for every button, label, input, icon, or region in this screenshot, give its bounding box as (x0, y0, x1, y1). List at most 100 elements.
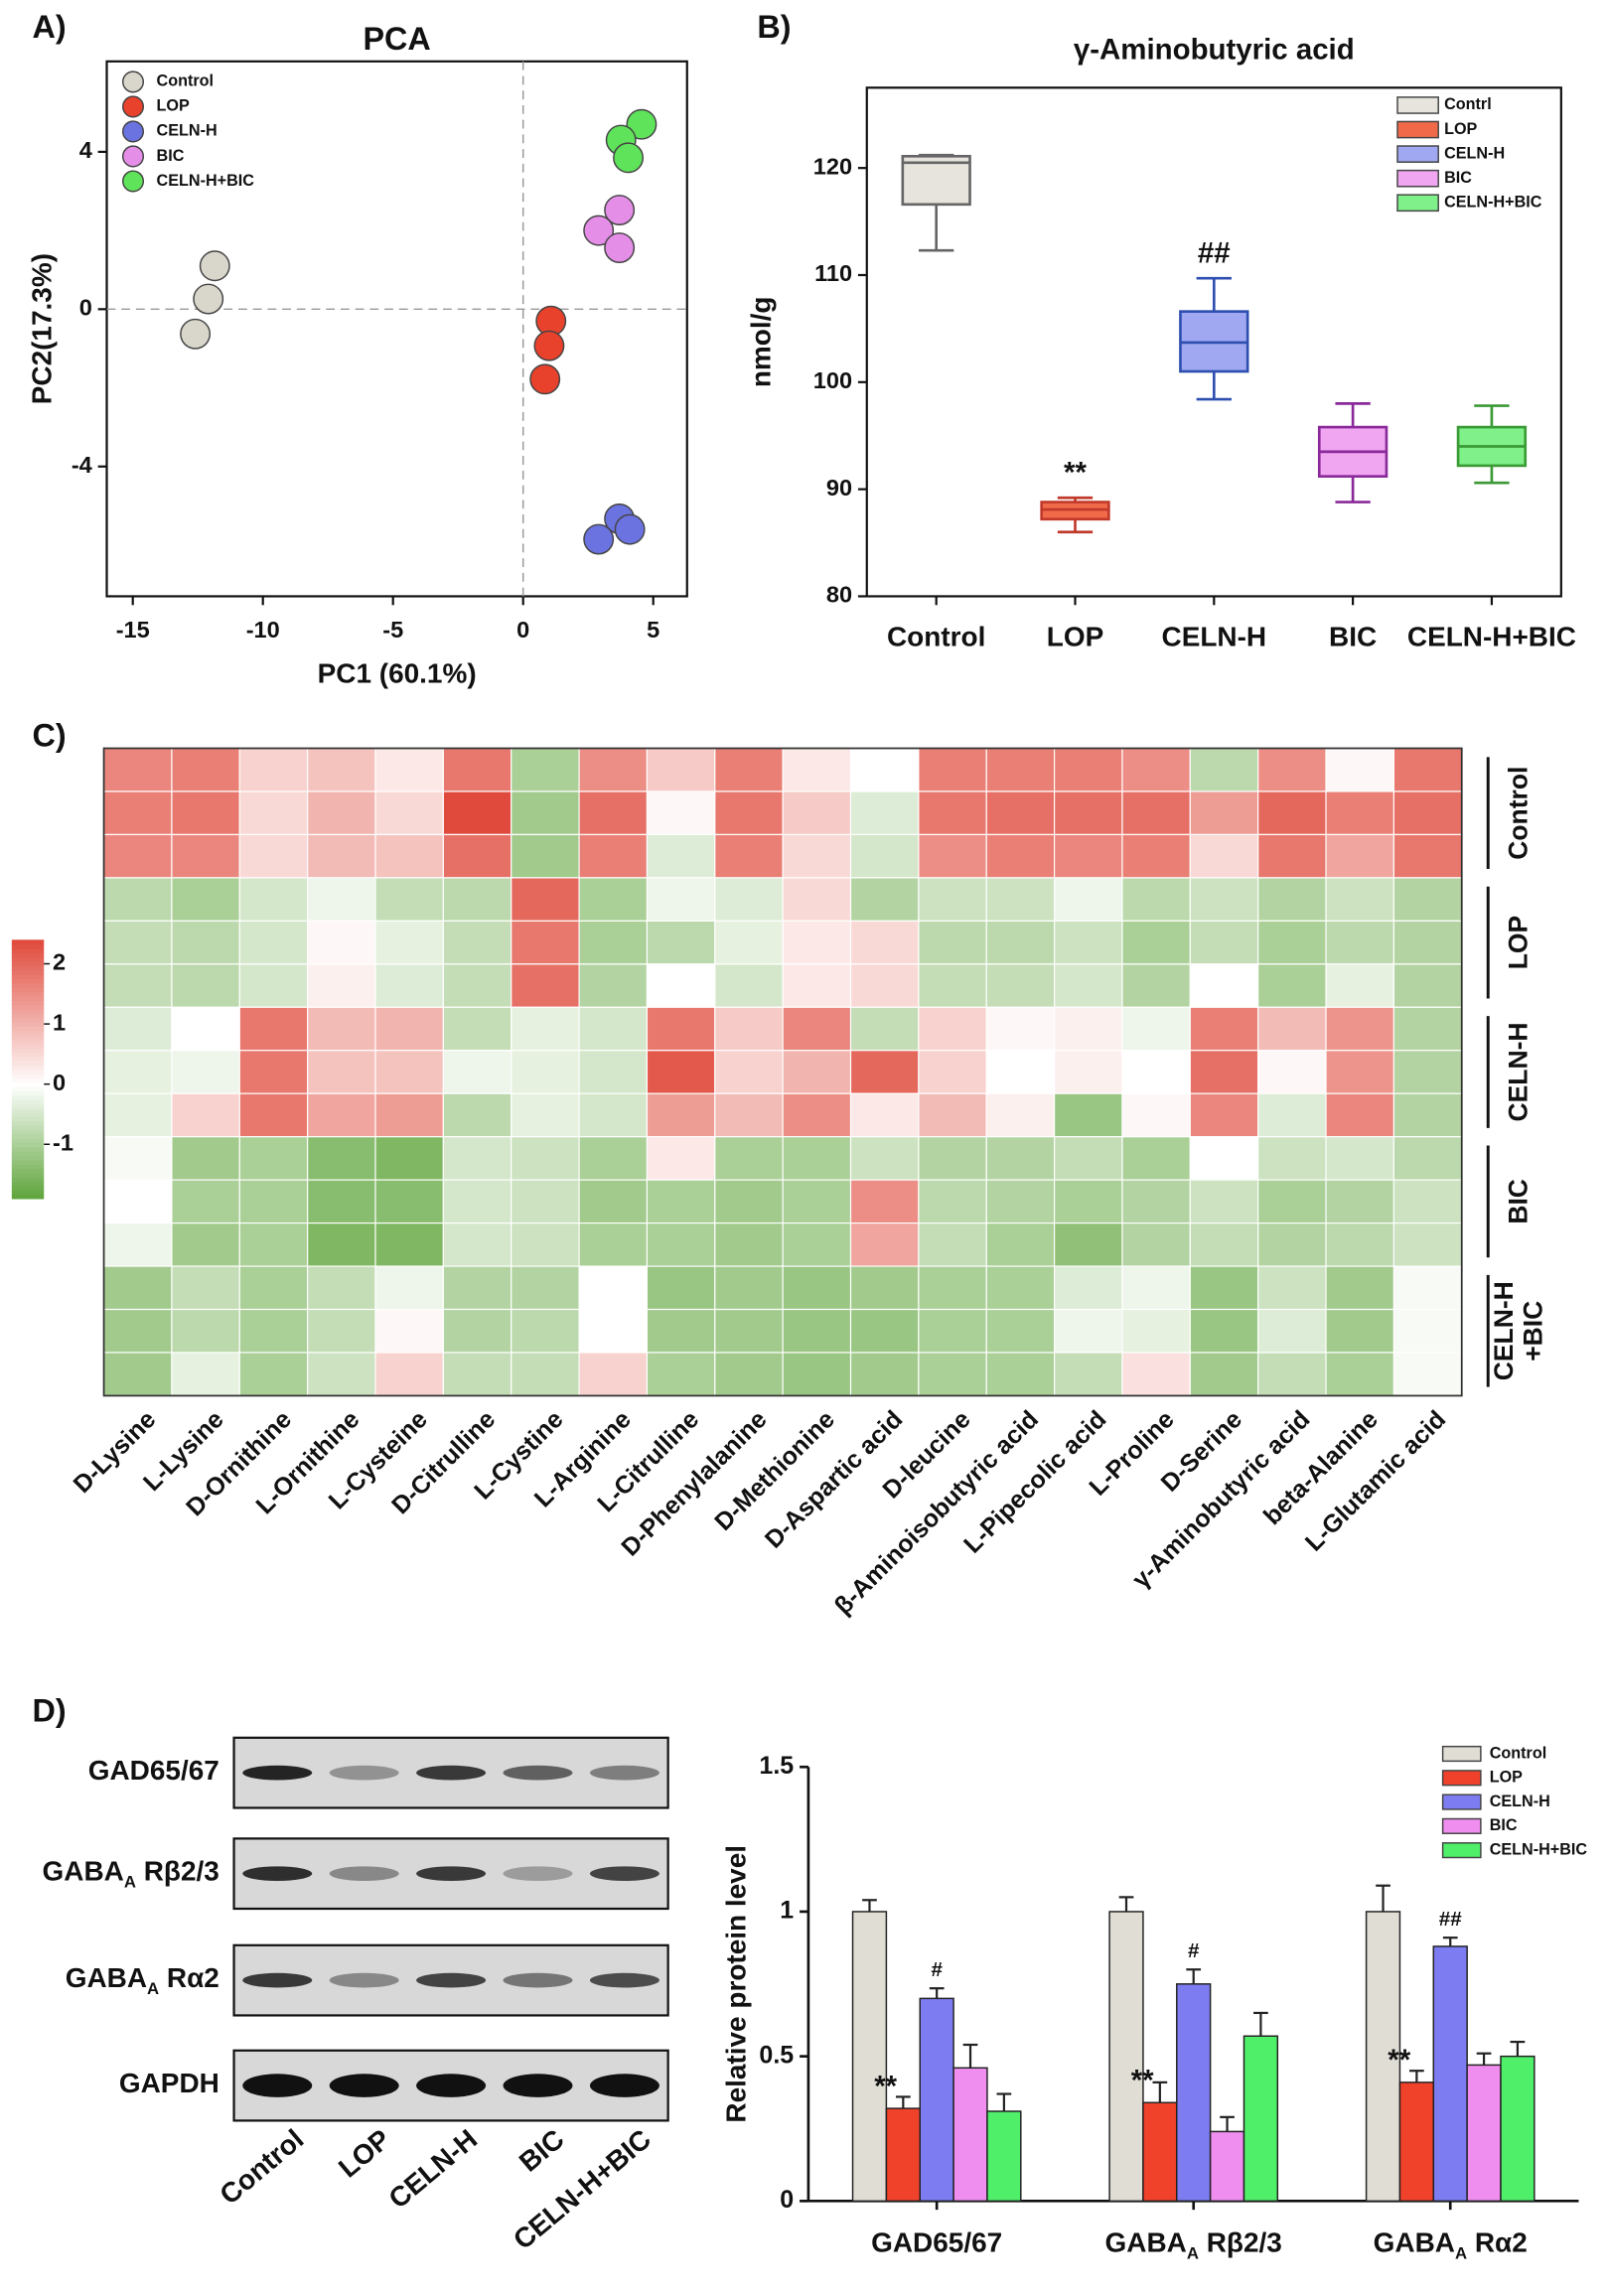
heatmap-cell (442, 1352, 512, 1397)
colorbar-step (11, 969, 45, 975)
colorbar-step (11, 987, 45, 993)
point (626, 108, 658, 140)
heatmap-cell (171, 1179, 240, 1224)
heatmap-cell (578, 1352, 649, 1397)
heatmap-cell (1121, 963, 1191, 1008)
colorbar-step (11, 1013, 45, 1019)
heatmap-cell (714, 1050, 784, 1094)
y-tick-label: 0 (79, 295, 92, 321)
heatmap-cell (442, 963, 512, 1008)
annotation: ## (1198, 236, 1231, 269)
y-tick-label: 1.5 (759, 1752, 794, 1780)
heatmap-cell (102, 790, 173, 836)
heatmap-cell (849, 1222, 920, 1267)
colorbar-step (11, 1168, 45, 1174)
heatmap-cell (782, 1006, 852, 1052)
x-tick-label: -5 (382, 617, 403, 643)
group-label: BIC (1504, 1179, 1534, 1224)
group-label-line: CELN-H (1489, 1281, 1519, 1380)
y-tick-label: 110 (814, 260, 852, 286)
heatmap-cell (1257, 1308, 1327, 1354)
legend-swatch (121, 95, 145, 118)
heatmap-cell (102, 833, 173, 879)
colorbar-step (11, 1069, 45, 1075)
heatmap-cell (102, 920, 173, 965)
blot-lane-label: Control (214, 2123, 309, 2211)
heatmap-cell (442, 1136, 512, 1181)
heatmap-cell (782, 920, 852, 965)
legend-label: LOP (1490, 1769, 1523, 1787)
colorbar-step (11, 1000, 45, 1006)
heatmap-cell (1325, 1222, 1394, 1267)
colorbar-step (11, 1190, 45, 1196)
heatmap-cell (307, 1136, 376, 1181)
heatmap-cell (782, 1136, 852, 1181)
heatmap-cell (714, 963, 784, 1008)
bar (851, 1911, 888, 2203)
colorbar-step (11, 1085, 45, 1091)
heatmap-cell (1121, 1308, 1191, 1354)
point (614, 513, 646, 545)
heatmap-cell (918, 1136, 987, 1181)
heatmap-cell (1392, 1006, 1463, 1052)
heatmap-cell (1257, 833, 1327, 879)
group-label: Control (1504, 767, 1534, 860)
x-tick-label: 5 (647, 617, 659, 643)
blot-band (416, 1765, 487, 1781)
heatmap-cell (238, 1265, 309, 1311)
heatmap-cell (1054, 1006, 1123, 1052)
colorbar-step (11, 947, 45, 954)
y-tick-label: 120 (813, 153, 852, 179)
heatmap-cell (1121, 1006, 1191, 1052)
heatmap-cell (849, 1352, 920, 1397)
heatmap-cell (1054, 1136, 1123, 1181)
heatmap-cell (1257, 747, 1327, 792)
colorbar-step (11, 1098, 45, 1104)
heatmap-cell (442, 747, 512, 792)
point (604, 195, 636, 225)
heatmap-cell (578, 1222, 649, 1267)
heatmap-cell (1189, 1265, 1259, 1311)
heatmap-cell (171, 963, 240, 1008)
heatmap-cell (511, 963, 580, 1008)
blot-band (589, 2074, 659, 2097)
heatmap-cell (985, 1265, 1056, 1311)
heatmap-cell (1121, 790, 1191, 836)
legend-swatch (1396, 96, 1439, 114)
heatmap-cell (646, 877, 716, 922)
legend-label: Control (1490, 1744, 1546, 1762)
group-label-line: CELN-H (1504, 1022, 1534, 1121)
colorbar-step (11, 991, 45, 997)
heatmap-cell (1325, 1352, 1394, 1397)
heatmap-cell (646, 833, 716, 879)
blot-band (329, 2074, 399, 2097)
heatmap-cell (985, 1222, 1056, 1267)
heatmap-cell (849, 747, 920, 792)
heatmap-cell (1189, 1092, 1259, 1138)
colorbar-step (11, 1155, 45, 1161)
heatmap-cell (307, 1308, 376, 1354)
colorbar-step (11, 1116, 45, 1122)
heatmap-cell (307, 1352, 376, 1397)
x-tick-label: LOP (1047, 622, 1103, 652)
bar (1108, 1911, 1144, 2203)
heatmap-cell (1054, 1265, 1123, 1311)
bar (952, 2067, 988, 2203)
label-part: Rα2 (159, 1963, 219, 1994)
annotation: ** (1131, 2064, 1154, 2096)
x-tick-label: CELN-H (1162, 622, 1267, 652)
blot-band (589, 1765, 659, 1781)
heatmap-cell (1392, 1222, 1463, 1267)
panel-label: A) (32, 9, 66, 45)
label-part: GABA (1374, 2227, 1455, 2258)
colorbar-step (11, 1133, 45, 1139)
heatmap-cell (849, 833, 920, 879)
label-part: GABA (43, 1856, 124, 1887)
bar (1398, 2081, 1435, 2203)
heatmap-cell (714, 877, 784, 922)
bar (1176, 1983, 1212, 2203)
colorbar-step (11, 1034, 45, 1040)
legend-label: CELN-H+BIC (157, 172, 255, 190)
heatmap-cell (238, 1222, 309, 1267)
point (613, 142, 645, 174)
